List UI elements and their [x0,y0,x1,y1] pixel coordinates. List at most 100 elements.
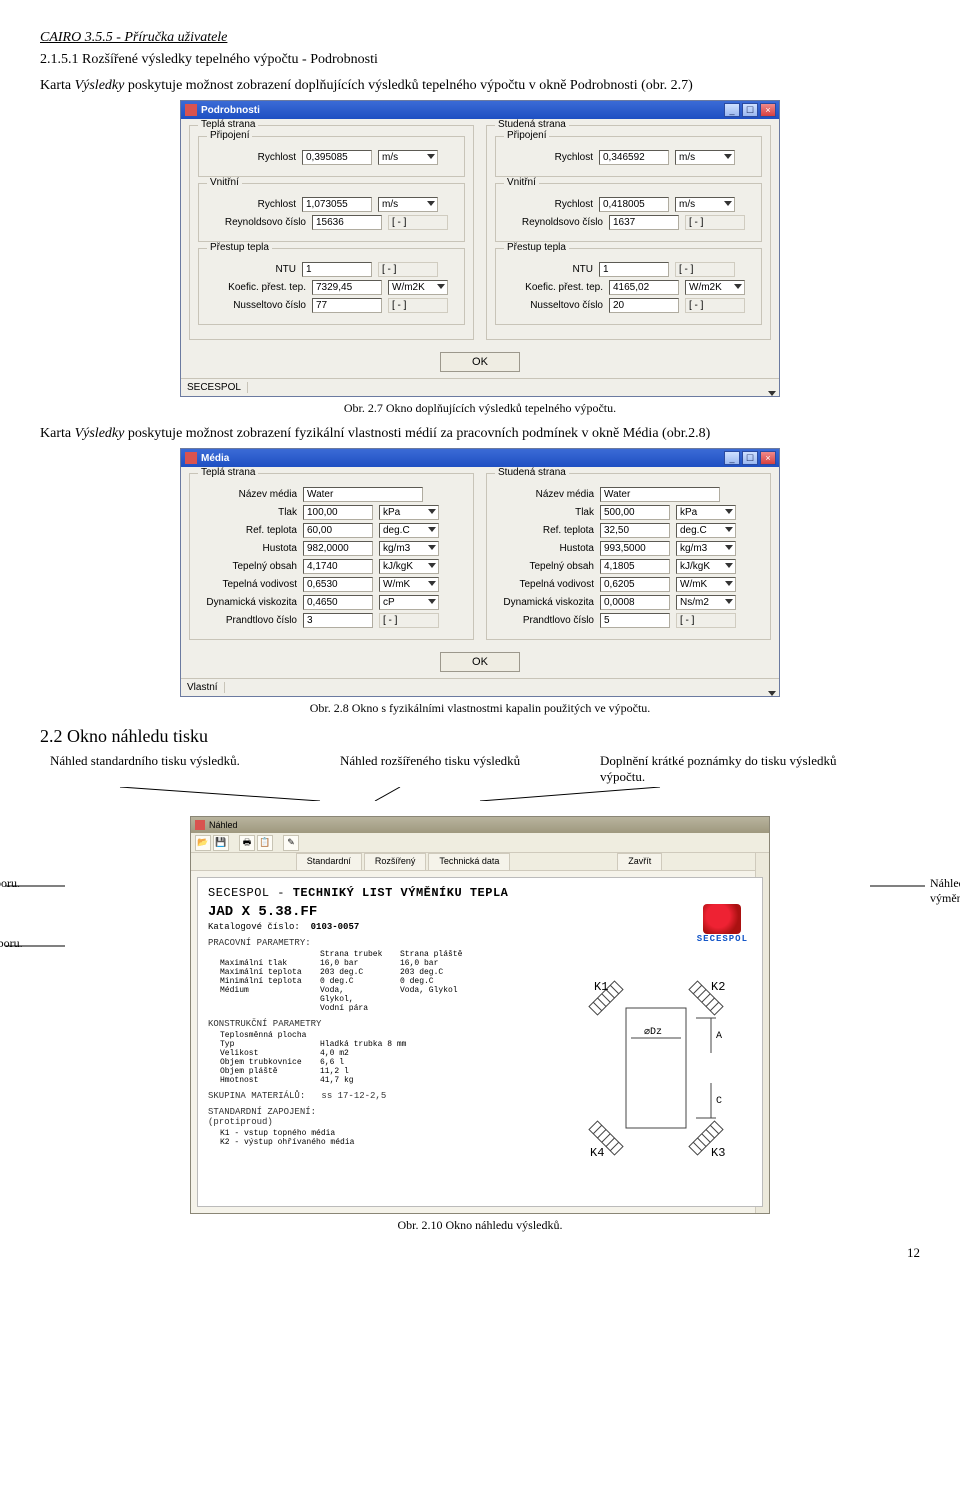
copy-icon[interactable]: 📋 [257,835,273,851]
print-icon[interactable]: 🖶 [239,835,255,851]
val[interactable]: 15636 [312,215,382,230]
unit-select[interactable]: cP [379,595,439,610]
tab-extended[interactable]: Rozšířený [364,853,427,870]
tab-close[interactable]: Zavřít [617,853,662,870]
unit-select[interactable]: deg.C [379,523,439,538]
para2-b: Výsledky [75,426,125,441]
val[interactable]: 993,5000 [600,541,670,556]
unit-select[interactable]: W/m2K [388,280,448,295]
group-right: Studená strana Název médiaWater Tlak500,… [486,473,771,640]
val[interactable]: 60,00 [303,523,373,538]
para-1: Karta Výsledky poskytuje možnost zobraze… [40,78,920,94]
sec-work: PRACOVNÍ PARAMETRY: [208,938,752,948]
val[interactable]: 0,4650 [303,595,373,610]
unit-select[interactable]: kJ/kgK [676,559,736,574]
unit-select[interactable]: deg.C [676,523,736,538]
val[interactable]: 77 [312,298,382,313]
val[interactable]: Water [600,487,720,502]
group-right: Studená strana Připojení Rychlost 0,3465… [486,125,771,340]
val[interactable]: 0,418005 [599,197,669,212]
val[interactable]: 1,073055 [302,197,372,212]
titlebar[interactable]: Podrobnosti _ ☐ × [181,101,779,119]
unit-select[interactable]: kPa [379,505,439,520]
val[interactable]: 32,50 [600,523,670,538]
minimize-button[interactable]: _ [724,103,740,117]
val[interactable]: 0,0008 [600,595,670,610]
unit-select[interactable]: W/mK [676,577,736,592]
maximize-button[interactable]: ☐ [742,451,758,465]
ok-button[interactable]: OK [440,652,520,672]
group-prestup-l: Přestup tepla NTU 1 [ - ] Koefic. přest.… [198,248,465,325]
unit-select[interactable]: m/s [675,197,735,212]
save-icon[interactable]: 💾 [213,835,229,851]
para-2: Karta Výsledky poskytuje možnost zobraze… [40,426,920,442]
unit-select[interactable]: kPa [676,505,736,520]
ann-open: Otevření náhledu tisku ze souboru. [0,936,30,951]
group-pripojeni-l: Připojení Rychlost 0,395085 m/s [198,136,465,177]
tab-techdata[interactable]: Technická data [428,853,510,870]
lbl: Název média [495,489,600,500]
val[interactable]: 4,1805 [600,559,670,574]
titlebar[interactable]: Média _ ☐ × [181,449,779,467]
val[interactable]: 3 [303,613,373,628]
val[interactable]: 100,00 [303,505,373,520]
val[interactable]: 20 [609,298,679,313]
unit: [ - ] [388,298,448,313]
lbl: Ref. teplota [495,525,600,536]
val[interactable]: 4,1740 [303,559,373,574]
val[interactable]: 0,6530 [303,577,373,592]
minimize-button[interactable]: _ [724,451,740,465]
unit-select[interactable]: W/mK [379,577,439,592]
val[interactable]: 1 [599,262,669,277]
ok-button[interactable]: OK [440,352,520,372]
val[interactable]: 0,6205 [600,577,670,592]
val[interactable]: 5 [600,613,670,628]
titlebar[interactable]: Náhled [191,817,769,833]
window-media: Média _ ☐ × Teplá strana Název médiaWate… [180,448,780,697]
tab-standard[interactable]: Standardní [296,853,362,870]
val[interactable]: 0,395085 [302,150,372,165]
note-icon[interactable]: ✎ [283,835,299,851]
lbl: Dynamická viskozita [495,597,600,608]
unit: [ - ] [685,298,745,313]
unit: [ - ] [675,262,735,277]
open-icon[interactable]: 📂 [195,835,211,851]
unit-select[interactable]: kg/m3 [676,541,736,556]
unit-select[interactable]: Ns/m2 [676,595,736,610]
close-button[interactable]: × [760,451,776,465]
unit-select[interactable]: kJ/kgK [379,559,439,574]
preview-page: SECESPOL - TECHNIKÝ LIST VÝMĚNÍKU TEPLA … [197,877,763,1207]
svg-text:⌀Dz: ⌀Dz [644,1027,662,1038]
status-cell: Vlastní [181,682,225,693]
window-podrobnosti: Podrobnosti _ ☐ × Teplá strana Připojení… [180,100,780,397]
unit: [ - ] [388,215,448,230]
close-button[interactable]: × [760,103,776,117]
val[interactable]: 4165,02 [609,280,679,295]
legend: Vnitřní [207,177,242,188]
val[interactable]: 7329,45 [312,280,382,295]
val[interactable]: 1 [302,262,372,277]
unit-select[interactable]: kg/m3 [379,541,439,556]
group-left: Teplá strana Název médiaWater Tlak100,00… [189,473,474,640]
exchanger-diagram: K1 K2 K4 [566,978,746,1158]
lbl: Tepelný obsah [495,561,600,572]
heading-2-2: 2.2 Okno náhledu tisku [40,726,920,747]
lbl: Hustota [198,543,303,554]
val[interactable]: 0,346592 [599,150,669,165]
toolbar: 📂 💾 🖶 📋 ✎ [191,833,769,853]
legend: Připojení [504,130,549,141]
unit-select[interactable]: m/s [675,150,735,165]
maximize-button[interactable]: ☐ [742,103,758,117]
svg-text:A: A [716,1031,722,1042]
doc-header: CAIRO 3.5.5 - Příručka uživatele [40,30,920,46]
val[interactable]: 1637 [609,215,679,230]
unit-select[interactable]: W/m2K [685,280,745,295]
val[interactable]: 982,0000 [303,541,373,556]
unit-select[interactable]: m/s [378,150,438,165]
val[interactable]: Water [303,487,423,502]
lbl-reynolds: Reynoldsovo číslo [207,217,312,228]
val[interactable]: 500,00 [600,505,670,520]
unit-select[interactable]: m/s [378,197,438,212]
para1-c: poskytuje možnost zobrazení doplňujících… [124,78,692,93]
ann-ext: Náhled rozšířeného tisku výsledků [340,753,570,785]
